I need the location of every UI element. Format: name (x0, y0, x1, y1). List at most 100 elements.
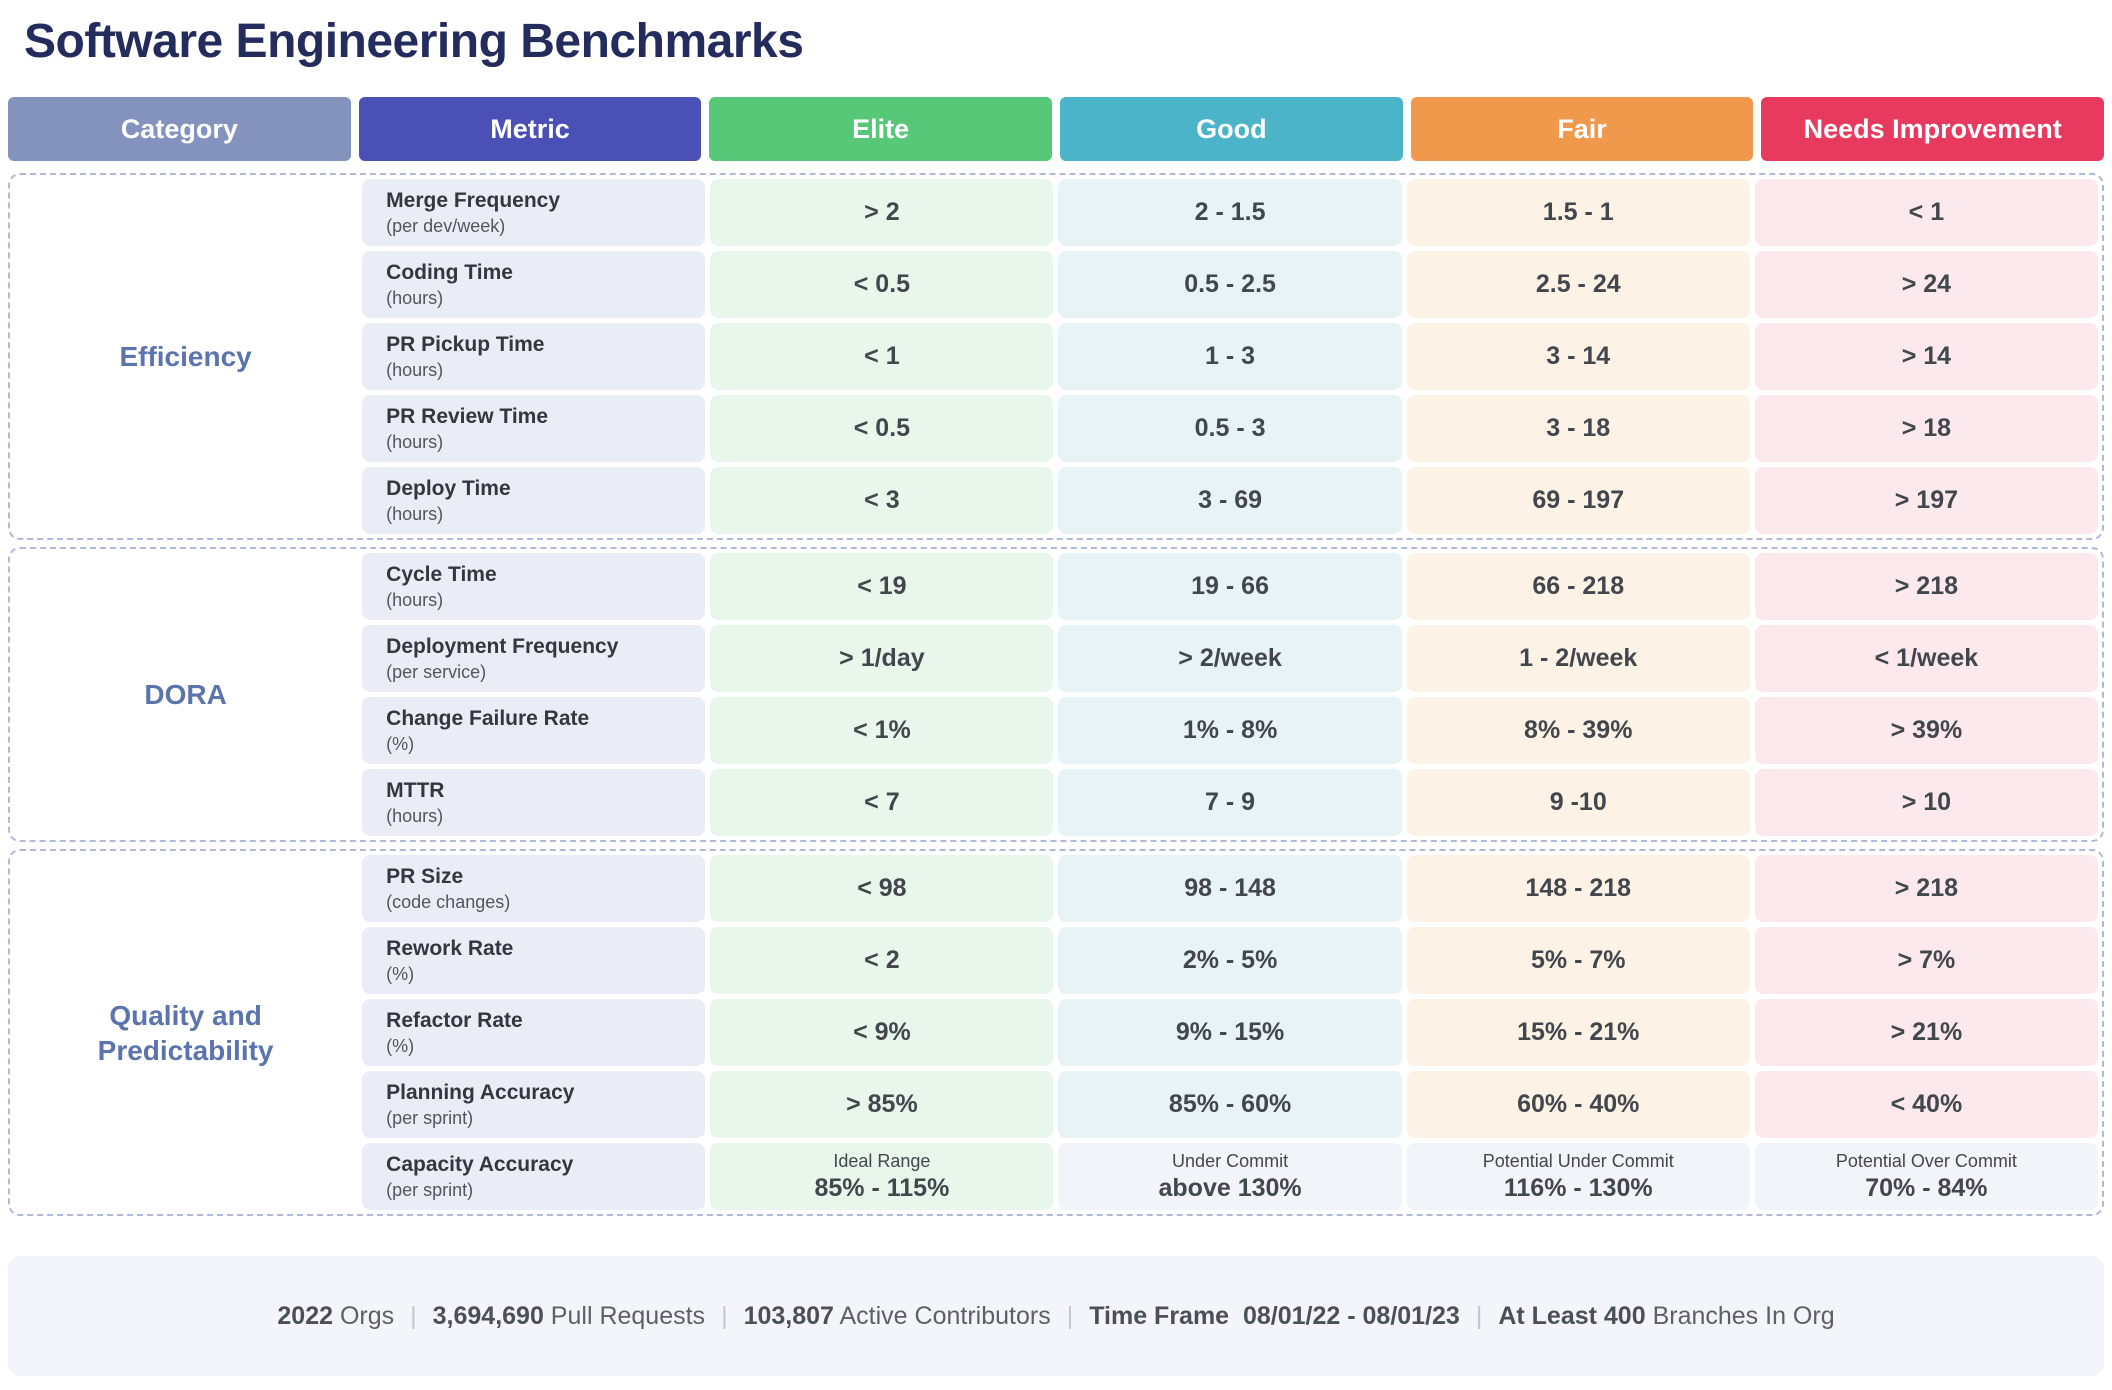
metric-cell-pr-pickup-time: PR Pickup Time (hours) (362, 323, 706, 390)
value-cell-needs-improvement-capacity-accuracy: Potential Over Commit 70% - 84% (1754, 1143, 2098, 1210)
metric-unit: (hours) (386, 287, 444, 308)
metric-name: Cycle Time (386, 562, 497, 586)
metric-cell-change-failure-rate: Change Failure Rate (%) (362, 697, 706, 764)
metric-name: PR Size (386, 864, 464, 888)
benchmarks-table: Category Metric Elite Good Fair Needs Improve… (8, 97, 2104, 1216)
value-cell-elite-planning-accuracy: > 85% (710, 1071, 1054, 1138)
value-cell-needs-improvement-planning-accuracy: < 40% (1754, 1071, 2098, 1138)
value-cell-elite-pr-pickup-time: < 1 (710, 323, 1054, 390)
value-sublabel: Potential Over Commit (1835, 1150, 2017, 1171)
value-cell-needs-improvement-pr-pickup-time: > 14 (1754, 323, 2098, 390)
column-header-fair: Fair (1410, 97, 1754, 161)
value-cell-fair-pr-pickup-time: 3 - 14 (1406, 323, 1750, 390)
value-cell-needs-improvement-coding-time: > 24 (1754, 251, 2098, 318)
footer-stat-value: 2022 (277, 1301, 334, 1330)
value-cell-fair-deploy-time: 69 - 197 (1406, 467, 1750, 534)
page-title: Software Engineering Benchmarks (24, 15, 804, 68)
column-header-needs-improvement: Needs Improvement (1761, 97, 2104, 161)
value-cell-good-pr-size: 98 - 148 (1058, 855, 1402, 922)
footer-stat-value: Time Frame 08/01/22 - 08/01/23 (1089, 1301, 1460, 1330)
metric-cell-cycle-time: Cycle Time (hours) (362, 553, 706, 620)
metric-cell-deploy-time: Deploy Time (hours) (362, 467, 706, 534)
metric-cell-coding-time: Coding Time (hours) (362, 251, 706, 318)
value-cell-fair-deployment-frequency: 1 - 2/week (1406, 625, 1750, 692)
value-text: 85% - 115% (814, 1173, 950, 1202)
value-cell-elite-deploy-time: < 3 (710, 467, 1054, 534)
metric-unit: (hours) (386, 359, 444, 380)
metric-unit: (per dev/week) (386, 215, 506, 236)
value-cell-good-capacity-accuracy: Under Commit above 130% (1058, 1143, 1402, 1210)
table-body: Efficiency Merge Frequency (per dev/week) >… (8, 173, 2104, 1216)
metric-name: Rework Rate (386, 936, 514, 960)
metric-unit: (code changes) (386, 891, 511, 912)
value-cell-needs-improvement-rework-rate: > 7% (1754, 927, 2098, 994)
metric-name: Deployment Frequency (386, 634, 619, 658)
value-cell-elite-deployment-frequency: > 1/day (710, 625, 1054, 692)
value-cell-good-mttr: 7 - 9 (1058, 769, 1402, 836)
footer-divider: | (1066, 1301, 1074, 1330)
footer-stat-value: 103,807 (743, 1301, 834, 1330)
value-cell-needs-improvement-deploy-time: > 197 (1754, 467, 2098, 534)
metric-name: Capacity Accuracy (386, 1152, 574, 1176)
metric-cell-capacity-accuracy: Capacity Accuracy (per sprint) (362, 1143, 706, 1210)
value-text: 70% - 84% (1865, 1173, 1988, 1202)
value-cell-good-deployment-frequency: > 2/week (1058, 625, 1402, 692)
metric-name: Merge Frequency (386, 188, 561, 212)
metric-unit: (per service) (386, 661, 487, 682)
category-label-efficiency: Efficiency (119, 341, 252, 372)
value-text: 116% - 130% (1503, 1173, 1653, 1202)
metric-name: PR Review Time (386, 404, 549, 428)
metric-name: Coding Time (386, 260, 513, 284)
value-cell-fair-pr-size: 148 - 218 (1406, 855, 1750, 922)
metric-name: Change Failure Rate (386, 706, 590, 730)
value-cell-elite-capacity-accuracy: Ideal Range 85% - 115% (710, 1143, 1054, 1210)
value-text: above 130% (1158, 1173, 1302, 1202)
value-cell-needs-improvement-pr-review-time: > 18 (1754, 395, 2098, 462)
value-cell-fair-coding-time: 2.5 - 24 (1406, 251, 1750, 318)
value-cell-fair-rework-rate: 5% - 7% (1406, 927, 1750, 994)
value-cell-good-planning-accuracy: 85% - 60% (1058, 1071, 1402, 1138)
value-cell-needs-improvement-change-failure-rate: > 39% (1754, 697, 2098, 764)
value-cell-fair-merge-frequency: 1.5 - 1 (1406, 179, 1750, 246)
value-cell-elite-refactor-rate: < 9% (710, 999, 1054, 1066)
metric-cell-pr-size: PR Size (code changes) (362, 855, 706, 922)
value-cell-good-coding-time: 0.5 - 2.5 (1058, 251, 1402, 318)
value-cell-elite-rework-rate: < 2 (710, 927, 1054, 994)
value-cell-fair-capacity-accuracy: Potential Under Commit 116% - 130% (1406, 1143, 1750, 1210)
value-sublabel: Ideal Range (833, 1150, 931, 1171)
value-cell-elite-pr-size: < 98 (710, 855, 1054, 922)
value-cell-good-change-failure-rate: 1% - 8% (1058, 697, 1402, 764)
value-cell-needs-improvement-pr-size: > 218 (1754, 855, 2098, 922)
value-cell-fair-change-failure-rate: 8% - 39% (1406, 697, 1750, 764)
metric-name: Planning Accuracy (386, 1080, 575, 1104)
metric-unit: (hours) (386, 805, 444, 826)
column-header-elite: Elite (709, 97, 1052, 161)
metric-cell-rework-rate: Rework Rate (%) (362, 927, 706, 994)
metric-name: PR Pickup Time (386, 332, 545, 356)
column-header-metric: Metric (358, 97, 702, 161)
category-group-dora: DORA Cycle Time (hours) < 19 19 - 66 66 - 218… (8, 547, 2104, 842)
footer-stat: At Least 400 Branches In Org (1498, 1301, 1835, 1330)
value-cell-elite-mttr: < 7 (710, 769, 1054, 836)
metric-unit: (per sprint) (386, 1107, 474, 1128)
value-cell-elite-cycle-time: < 19 (710, 553, 1054, 620)
footer-stat: Time Frame 08/01/22 - 08/01/23 (1089, 1302, 1460, 1331)
value-cell-fair-mttr: 9 -10 (1406, 769, 1750, 836)
metric-name: MTTR (386, 778, 445, 802)
value-cell-fair-cycle-time: 66 - 218 (1406, 553, 1750, 620)
value-cell-fair-pr-review-time: 3 - 18 (1406, 395, 1750, 462)
footer-stat: 2022 Orgs (277, 1301, 395, 1330)
value-cell-elite-coding-time: < 0.5 (710, 251, 1054, 318)
footer-stat-value: 3,694,690 (432, 1301, 544, 1330)
metric-cell-deployment-frequency: Deployment Frequency (per service) (362, 625, 706, 692)
metric-cell-merge-frequency: Merge Frequency (per dev/week) (362, 179, 706, 246)
metric-name: Refactor Rate (386, 1008, 523, 1032)
footer-stat: 3,694,690 Pull Requests (432, 1301, 706, 1330)
metric-unit: (%) (386, 1035, 415, 1056)
footer-divider: | (721, 1301, 728, 1330)
value-cell-needs-improvement-cycle-time: > 218 (1754, 553, 2098, 620)
metric-cell-mttr: MTTR (hours) (362, 769, 706, 836)
value-cell-needs-improvement-refactor-rate: > 21% (1754, 999, 2098, 1066)
value-cell-needs-improvement-mttr: > 10 (1754, 769, 2098, 836)
metric-name: Deploy Time (386, 476, 511, 500)
